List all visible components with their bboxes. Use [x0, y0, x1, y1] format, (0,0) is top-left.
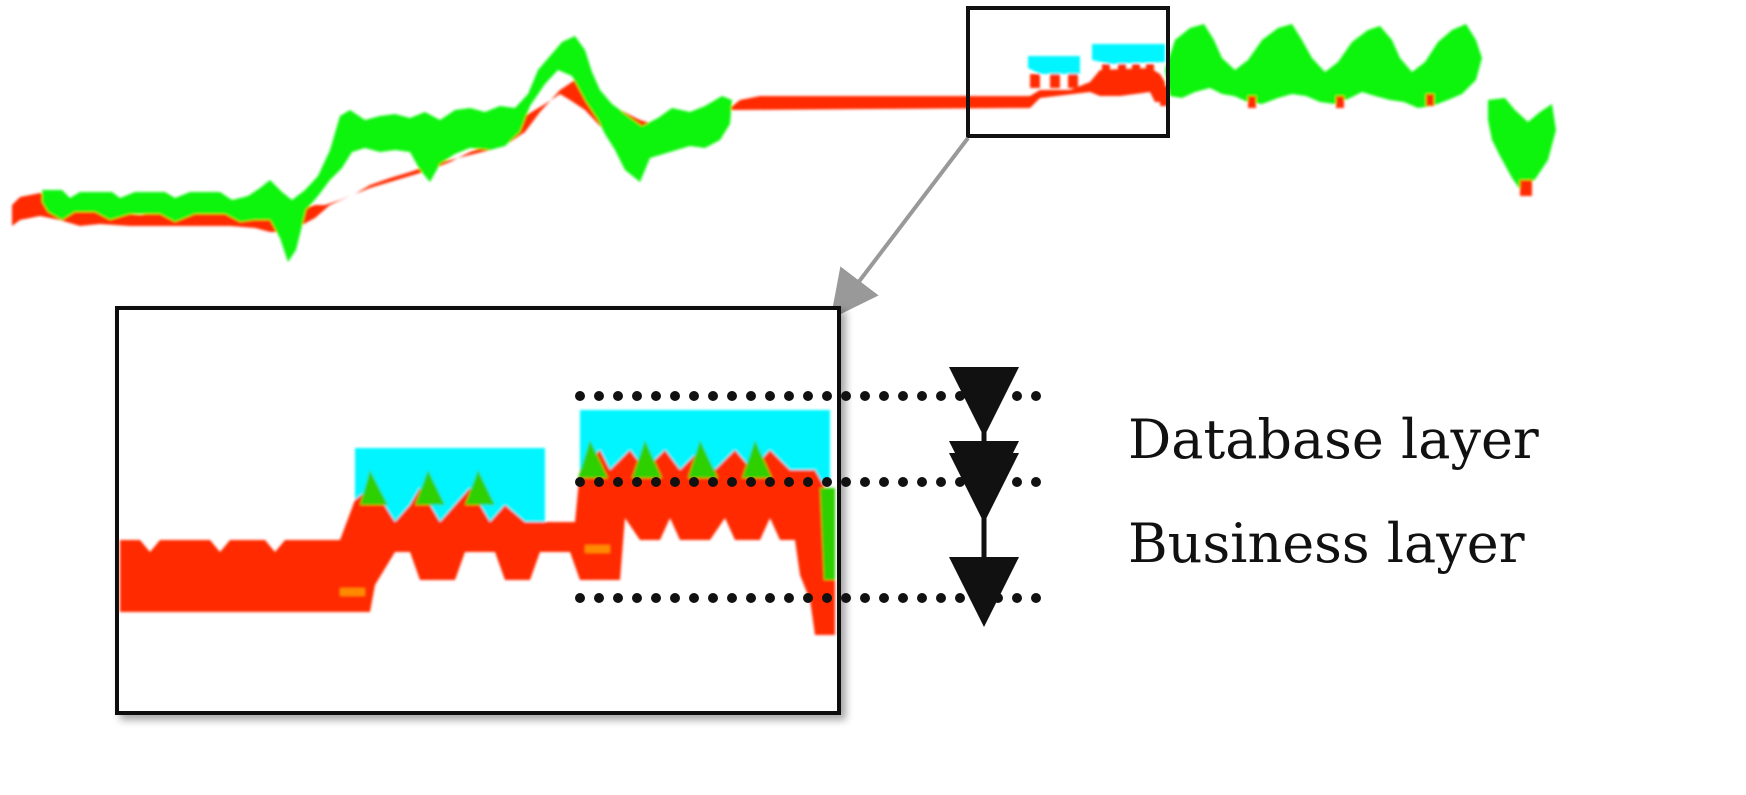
zoom-connector-arrow — [830, 136, 970, 320]
zoom-orange-mark-1 — [340, 588, 365, 596]
business-layer-label: Business layer — [1128, 512, 1525, 575]
database-layer-label: Database layer — [1128, 408, 1539, 471]
zoom-green-markers — [360, 440, 835, 580]
overview-red-right-dips — [1160, 86, 1532, 196]
zoom-stack-content — [120, 410, 835, 635]
overview-green-right — [1165, 24, 1556, 192]
overview-cyan-top — [1028, 44, 1165, 74]
overview-red-band — [12, 68, 1165, 232]
overview-red-ticks — [1030, 64, 1154, 88]
overview-timeline — [12, 24, 1556, 262]
zoom-orange-mark-2 — [585, 545, 610, 553]
selection-box — [966, 6, 1170, 138]
zoom-panel — [115, 306, 841, 715]
zoom-business-band — [120, 450, 835, 635]
overview-green-left — [42, 36, 732, 262]
